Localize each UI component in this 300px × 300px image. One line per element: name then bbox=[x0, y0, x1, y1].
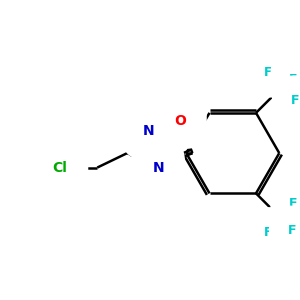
Text: Cl: Cl bbox=[52, 160, 68, 175]
Text: F: F bbox=[289, 73, 298, 86]
Text: F: F bbox=[288, 224, 296, 237]
Text: F: F bbox=[291, 94, 299, 107]
Text: F: F bbox=[289, 197, 298, 210]
Text: F: F bbox=[264, 66, 272, 79]
Text: F: F bbox=[264, 226, 272, 239]
Text: O: O bbox=[174, 114, 186, 128]
Text: N: N bbox=[152, 160, 164, 175]
Text: N: N bbox=[143, 124, 155, 138]
